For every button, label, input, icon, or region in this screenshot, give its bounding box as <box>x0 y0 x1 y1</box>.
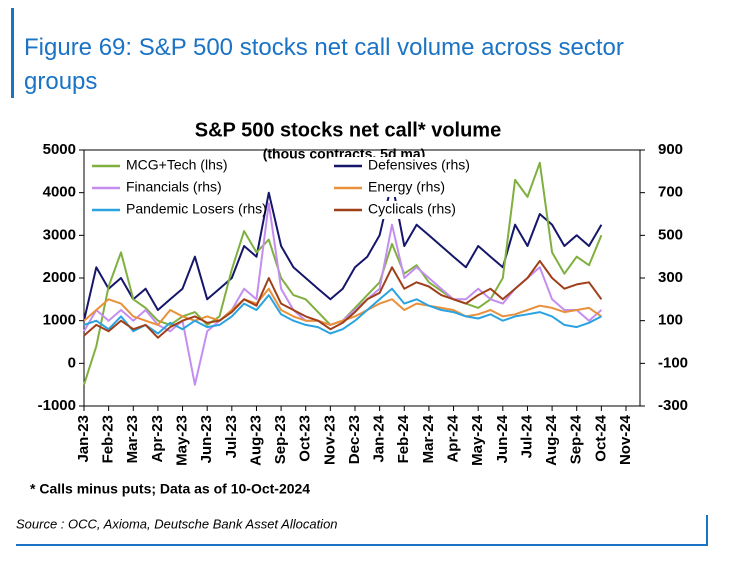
x-tick-label: Aug-23 <box>247 415 264 466</box>
series-line <box>83 181 603 321</box>
y2-tick-label: 900 <box>658 141 683 158</box>
legend-bg <box>330 201 480 219</box>
y-tick-label: 3000 <box>43 226 76 243</box>
y-tick-label: 0 <box>68 354 76 371</box>
chart-title: S&P 500 stocks net call* volume <box>195 119 501 141</box>
x-tick-label: Jul-24 <box>518 414 535 458</box>
footnote: * Calls minus puts; Data as of 10-Oct-20… <box>30 481 310 497</box>
legend-label: Energy (rhs) <box>368 179 445 195</box>
series-line <box>83 287 602 326</box>
y2-tick-label: -300 <box>658 397 688 414</box>
y-tick-label: 1000 <box>43 312 76 329</box>
legend-label: Defensives (rhs) <box>368 157 470 173</box>
y2-tick-label: -100 <box>658 354 688 371</box>
x-tick-label: May-24 <box>469 414 486 466</box>
y-tick-label: 2000 <box>43 269 76 286</box>
figure-title-line-1: Figure 69: S&P 500 stocks net call volum… <box>24 34 624 61</box>
x-tick-label: May-23 <box>174 415 191 466</box>
legend-bg <box>330 179 480 197</box>
legend-label: Financials (rhs) <box>126 179 222 195</box>
y2-tick-label: 100 <box>658 312 683 329</box>
x-tick-label: Feb-24 <box>395 414 412 463</box>
x-tick-label: Mar-23 <box>124 415 141 463</box>
y2-tick-label: 500 <box>658 226 683 243</box>
x-tick-label: Mar-24 <box>420 414 437 463</box>
y-tick-label: 4000 <box>43 184 76 201</box>
y-tick-label: 5000 <box>43 141 76 158</box>
source: Source : OCC, Axioma, Deutsche Bank Asse… <box>16 516 338 531</box>
y-tick-label: -1000 <box>38 397 76 414</box>
legend-bg <box>88 201 258 219</box>
legend-bg <box>88 179 258 197</box>
x-tick-label: Nov-23 <box>321 415 338 465</box>
plot: -1000 0 1000 2000 3000 4000 5000 -300 -100 100 300… <box>38 141 688 466</box>
x-tick-label: Dec-23 <box>346 415 363 464</box>
legend-bg <box>88 157 258 175</box>
x-tick-label: Sep-24 <box>568 414 585 464</box>
x-tick-label: Feb-23 <box>100 415 117 463</box>
legend-label: Pandemic Losers (rhs) <box>126 201 267 217</box>
x-tick-label: Aug-24 <box>543 414 560 465</box>
series-line <box>83 202 603 386</box>
x-tick-label: Jan-24 <box>371 414 388 462</box>
x-tick-label: Jun-23 <box>198 415 215 463</box>
y2-tick-label: 300 <box>658 269 683 286</box>
legend-label: MCG+Tech (lhs) <box>126 157 228 173</box>
x-tick-label: Apr-24 <box>445 414 462 462</box>
series-line <box>83 259 603 339</box>
accent-bar <box>11 8 14 98</box>
legend-label: Cyclicals (rhs) <box>368 201 456 217</box>
y2-tick-label: 700 <box>658 184 683 201</box>
legend-bg <box>330 157 480 175</box>
figure-title-line-2: groups <box>24 68 97 95</box>
x-tick-label: Oct-23 <box>297 415 314 462</box>
x-tick-label: Nov-24 <box>617 414 634 465</box>
x-tick-label: Sep-23 <box>272 415 289 464</box>
series-line <box>83 287 602 335</box>
x-tick-label: Jan-23 <box>75 415 92 463</box>
x-tick-label: Jul-23 <box>223 415 240 458</box>
x-tick-label: Oct-24 <box>592 414 609 461</box>
x-tick-label: Apr-23 <box>149 415 166 463</box>
x-tick-label: Jun-24 <box>494 414 511 463</box>
